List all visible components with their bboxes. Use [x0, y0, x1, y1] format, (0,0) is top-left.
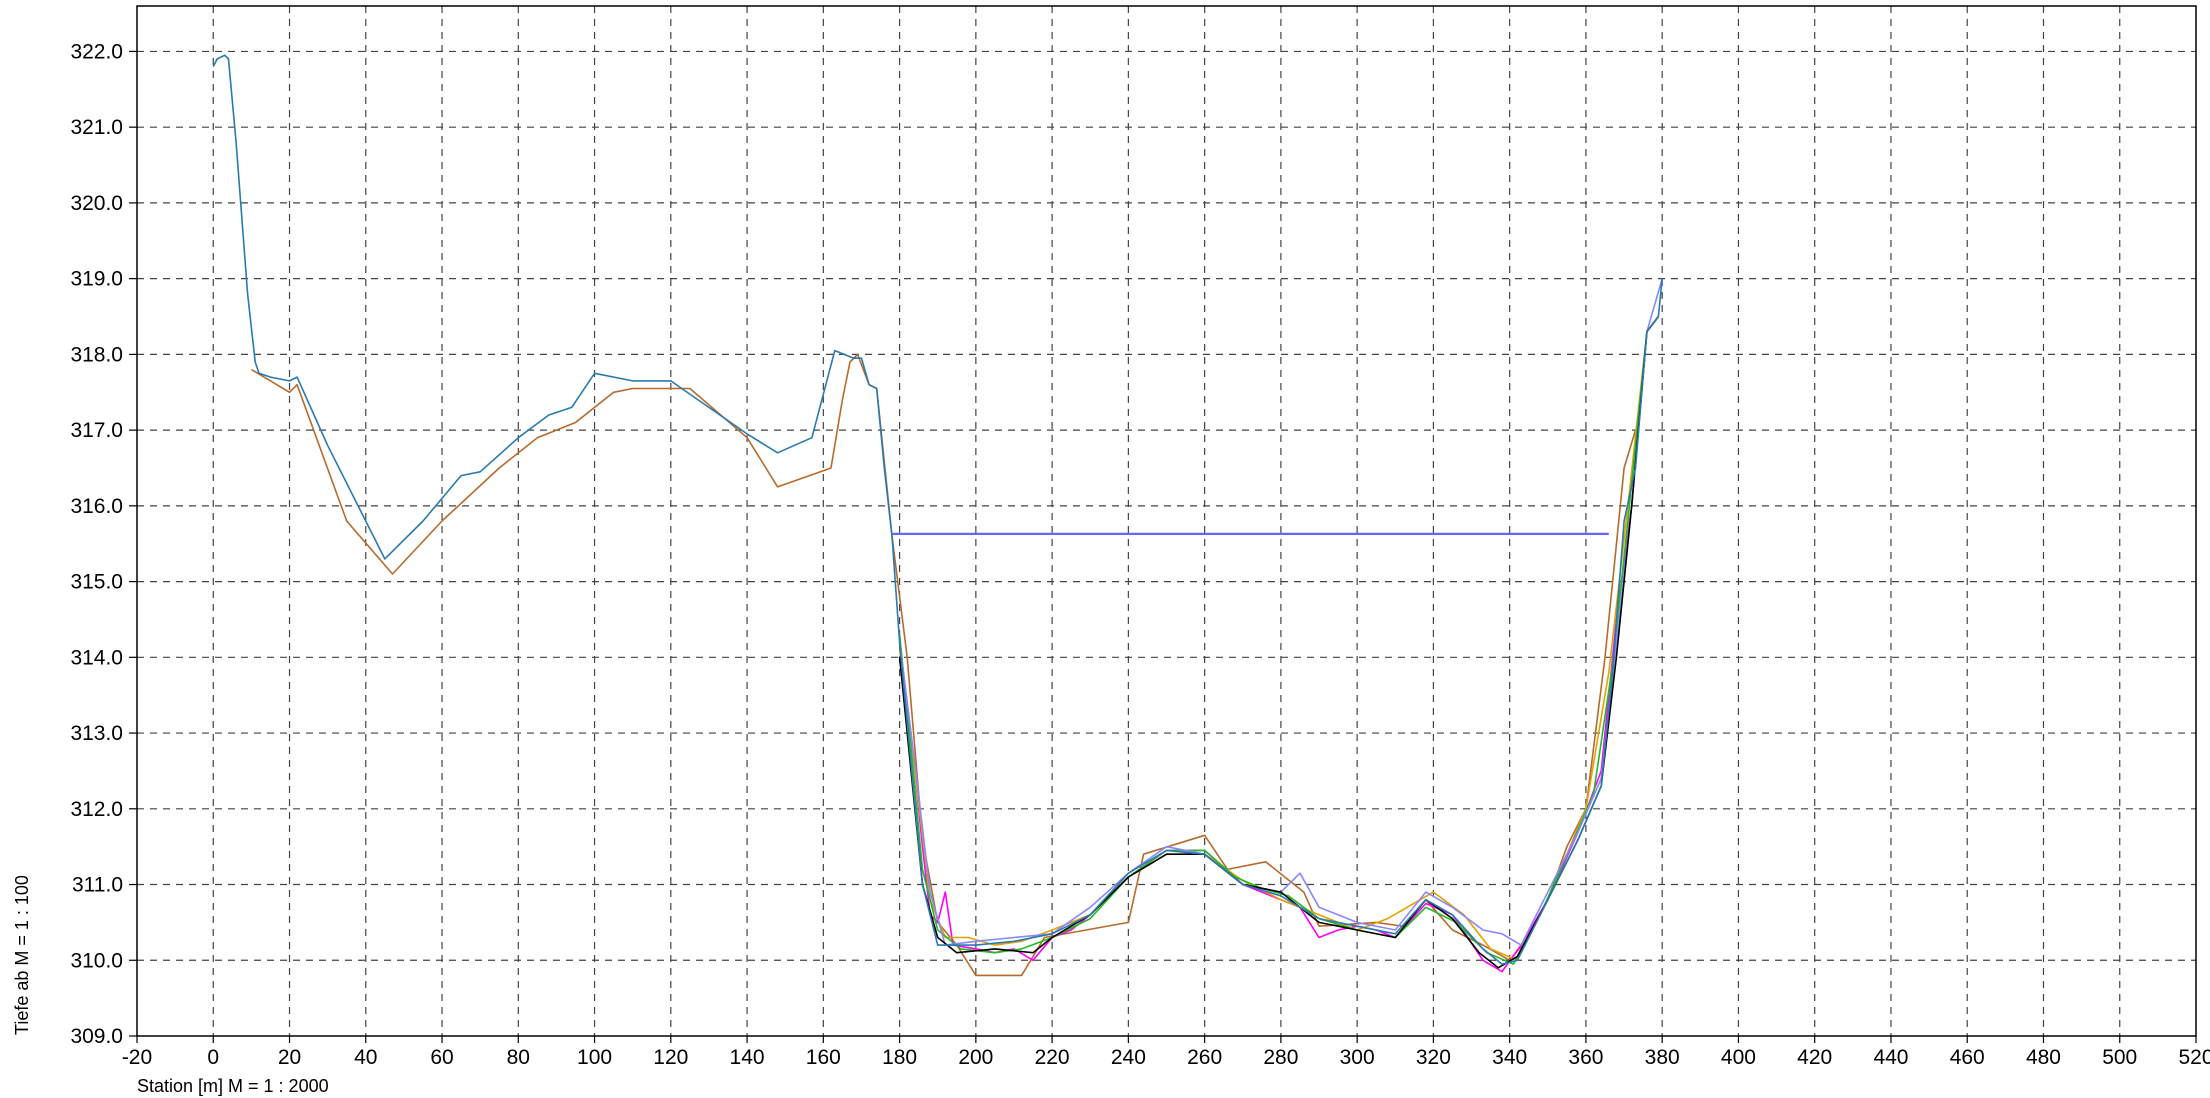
y-tick-label: 313.0	[70, 722, 123, 745]
y-tick-label: 310.0	[70, 949, 123, 972]
x-tick-label: 20	[278, 1046, 301, 1069]
grid	[137, 6, 2196, 1036]
y-tick-label: 318.0	[70, 343, 123, 366]
x-tick-label: 320	[1416, 1046, 1451, 1069]
y-tick-label: 315.0	[70, 571, 123, 594]
series-line-6	[898, 316, 1660, 969]
y-tick-label: 316.0	[70, 495, 123, 518]
x-tick-label: -20	[122, 1046, 152, 1069]
x-tick-label: 60	[430, 1046, 453, 1069]
x-tick-label: 160	[806, 1046, 841, 1069]
y-axis-ticks: 309.0 310.0 311.0 312.0 313.0 314.0 315.0 316.0…	[70, 40, 137, 1048]
plot-frame	[136, 5, 2197, 1037]
x-tick-label: 500	[2102, 1046, 2137, 1069]
x-tick-label: 440	[1873, 1046, 1908, 1069]
x-tick-label: 180	[882, 1046, 917, 1069]
x-tick-label: 260	[1187, 1046, 1222, 1069]
x-tick-label: 100	[577, 1046, 612, 1069]
x-tick-label: 300	[1340, 1046, 1375, 1069]
x-tick-label: 200	[958, 1046, 993, 1069]
x-axis-ticks: -20 0 20 40 60 80 100 120 140 160 180 200 220 240 260 2…	[122, 1036, 2210, 1069]
x-tick-label: 80	[507, 1046, 530, 1069]
y-tick-label: 311.0	[72, 874, 123, 897]
series-line-1	[250, 353, 1637, 977]
series-line-3	[898, 316, 1660, 962]
x-tick-label: 40	[354, 1046, 377, 1069]
x-tick-label: 220	[1035, 1046, 1070, 1069]
y-tick-label: 320.0	[70, 192, 123, 215]
x-tick-label: 420	[1797, 1046, 1832, 1069]
y-tick-label: 309.0	[70, 1025, 123, 1048]
series-line-7	[212, 54, 1663, 965]
x-tick-label: 520	[2178, 1046, 2210, 1069]
x-tick-label: 340	[1492, 1046, 1527, 1069]
series-line-5	[898, 278, 1663, 946]
x-tick-label: 460	[1950, 1046, 1985, 1069]
y-tick-label: 317.0	[70, 419, 123, 442]
y-tick-label: 319.0	[70, 268, 123, 291]
y-axis-label: Tiefe ab M = 1 : 100	[12, 875, 32, 1035]
x-tick-label: 0	[207, 1046, 219, 1069]
x-tick-label: 360	[1568, 1046, 1603, 1069]
x-axis-label: Station [m] M = 1 : 2000	[137, 1076, 329, 1096]
x-tick-label: 400	[1721, 1046, 1756, 1069]
series-group	[212, 54, 1663, 977]
x-tick-label: 380	[1645, 1046, 1680, 1069]
y-tick-label: 322.0	[70, 40, 123, 63]
x-tick-label: 280	[1263, 1046, 1298, 1069]
x-tick-label: 480	[2026, 1046, 2061, 1069]
x-tick-label: 120	[653, 1046, 688, 1069]
x-tick-label: 240	[1111, 1046, 1146, 1069]
series-line-4	[898, 316, 1660, 965]
x-tick-label: 140	[730, 1046, 765, 1069]
y-tick-label: 312.0	[70, 798, 123, 821]
y-tick-label: 314.0	[70, 646, 123, 669]
y-tick-label: 321.0	[70, 116, 123, 139]
